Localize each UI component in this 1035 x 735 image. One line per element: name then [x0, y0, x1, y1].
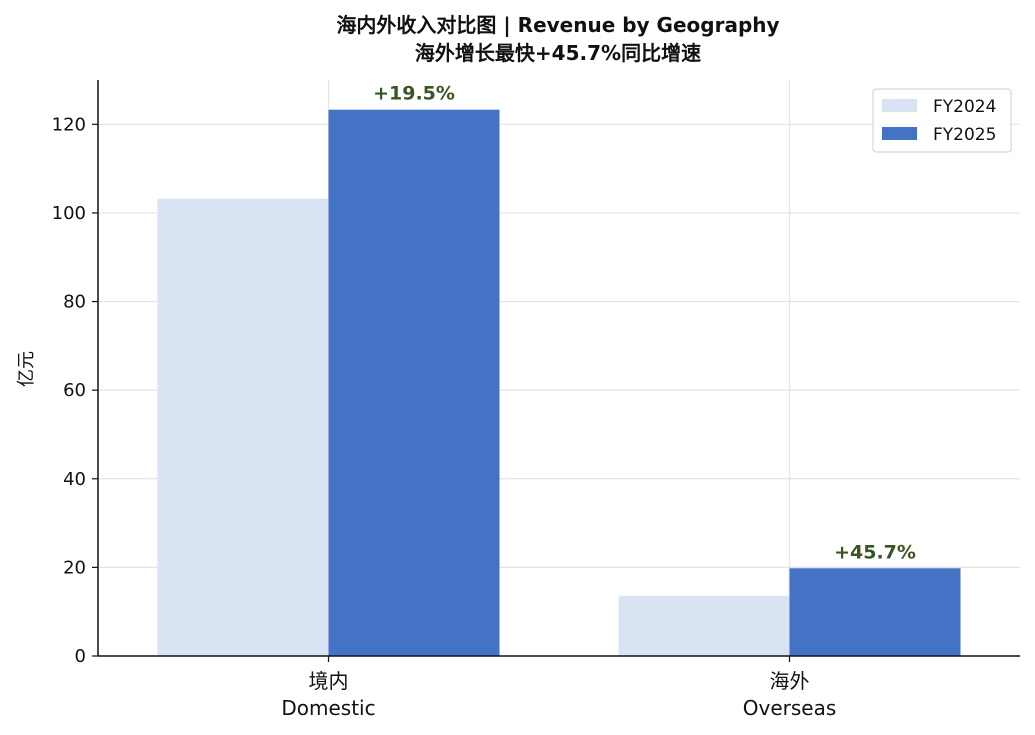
- x-tick-label: 海外: [770, 669, 810, 693]
- legend-swatch-fy2025: [882, 127, 917, 140]
- legend-label-fy2025: FY2025: [933, 125, 996, 145]
- y-tick-label: 20: [63, 557, 86, 578]
- legend-label-fy2024: FY2024: [933, 97, 996, 117]
- bar-fy2024: [618, 595, 790, 656]
- y-tick-label: 120: [52, 114, 86, 135]
- y-tick-label: 100: [52, 203, 86, 224]
- y-axis-label: 亿元: [16, 351, 37, 387]
- x-tick-label: Overseas: [743, 696, 837, 720]
- labels-layer: 0 20 40 60 80 100 120 境内 Domestic +19.5% 海外 Oversea…: [52, 83, 916, 720]
- data-label: +45.7%: [834, 541, 916, 563]
- y-tick-label: 80: [63, 292, 86, 313]
- y-tick-label: 0: [75, 646, 86, 667]
- chart-subtitle: 海外增长最快+45.7%同比增速: [415, 41, 701, 65]
- y-tick-label: 40: [63, 469, 86, 490]
- legend: FY2024 FY2025: [872, 88, 1012, 153]
- x-tick-label: 境内: [309, 669, 349, 693]
- axes-layer: [92, 80, 1020, 662]
- data-label: +19.5%: [373, 83, 455, 105]
- chart-title: 海内外收入对比图 | Revenue by Geography: [336, 13, 779, 37]
- bar-fy2025: [789, 568, 961, 656]
- y-tick-label: 60: [63, 380, 86, 401]
- legend-swatch-fy2024: [882, 99, 917, 112]
- bars-layer: [157, 109, 961, 656]
- x-tick-label: Domestic: [281, 696, 375, 720]
- bar-fy2025: [328, 109, 500, 656]
- bar-fy2024: [157, 198, 329, 656]
